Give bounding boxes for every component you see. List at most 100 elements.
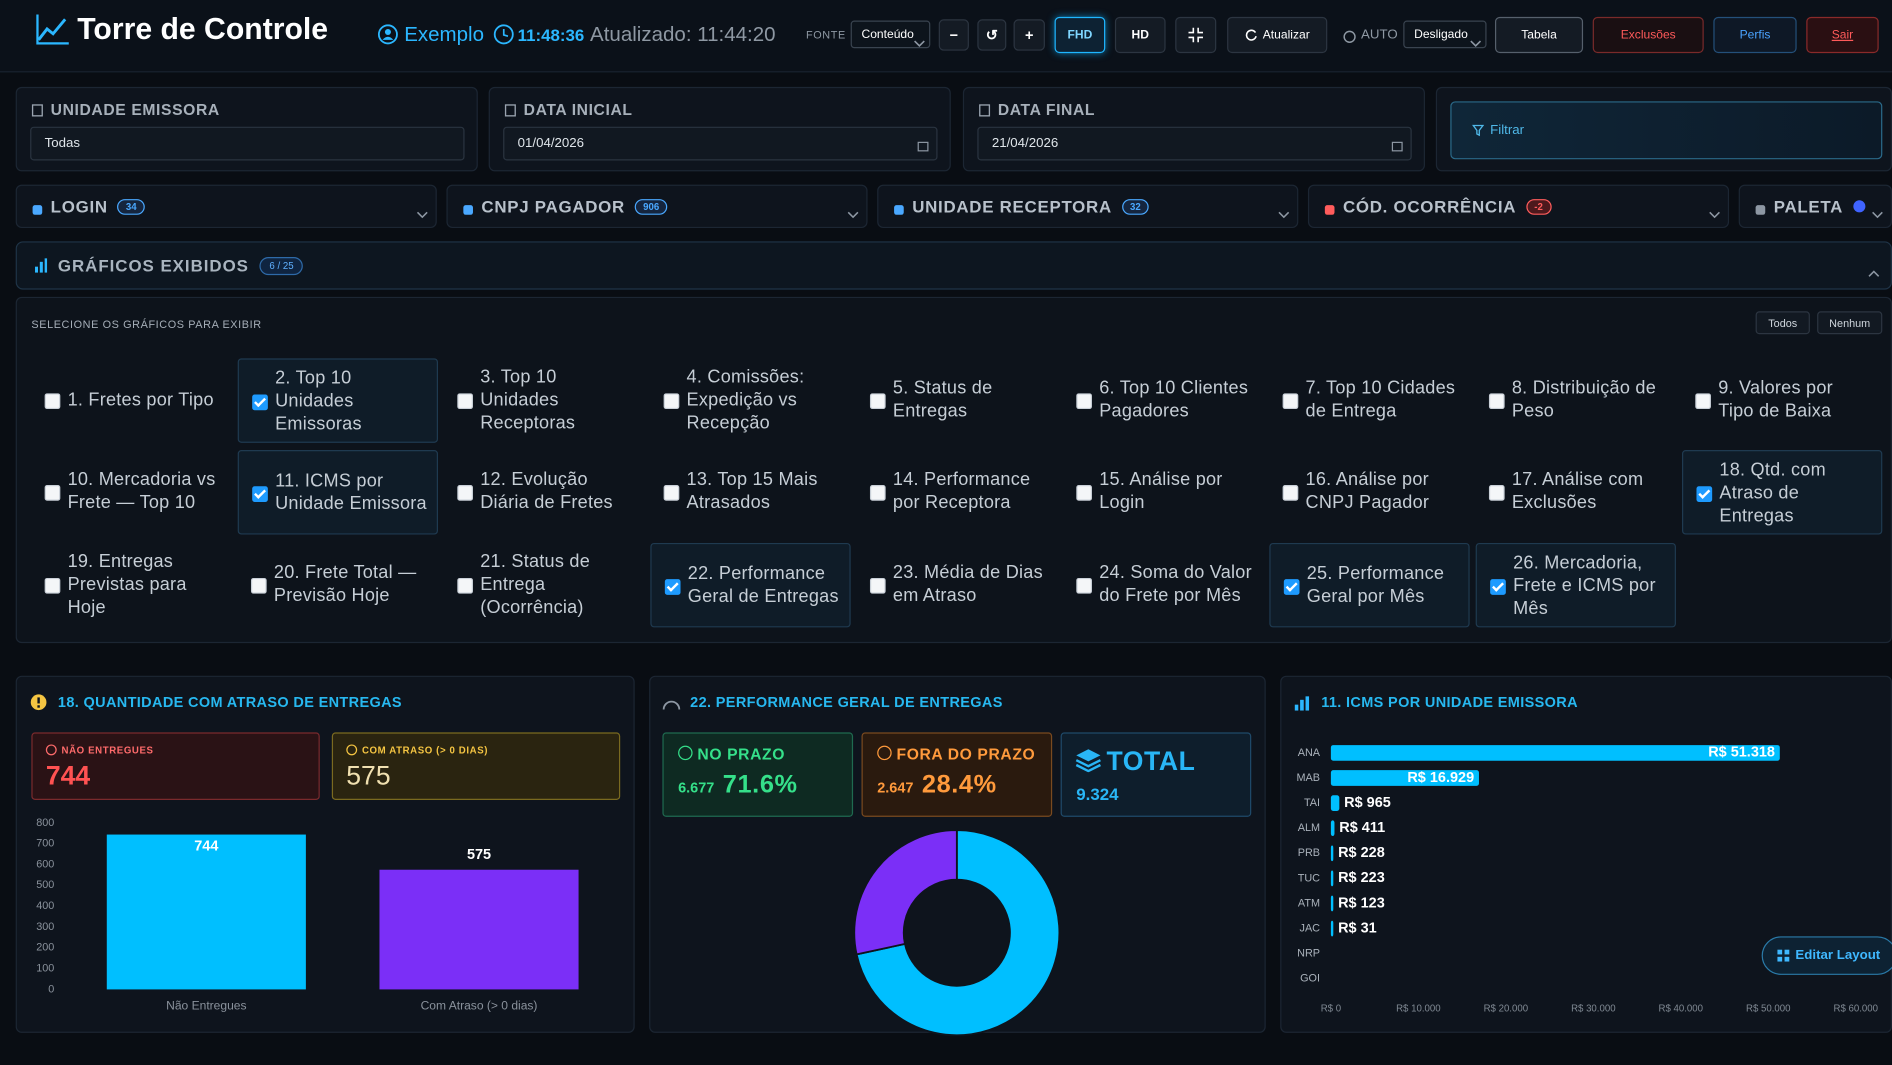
dropdown-badge: 906	[634, 198, 668, 215]
dropdown[interactable]: UNIDADE RECEPTORA 32	[877, 184, 1299, 229]
option-label-line: Unidades	[275, 390, 354, 411]
button[interactable]: FHD	[1054, 16, 1106, 54]
icon-graphic	[1872, 211, 1883, 219]
option-label: 9. Valores por Tipo de Baixa	[1718, 358, 1833, 440]
filter-input[interactable]: Todas	[30, 126, 465, 161]
button[interactable]: Tabela	[1494, 16, 1584, 54]
option-label-line: Unidade Emissora	[275, 493, 427, 515]
dropdown-icon	[463, 205, 473, 215]
icon-graphic	[662, 700, 681, 710]
chart-option[interactable]: 2. Top 10 Unidades Emissoras	[237, 358, 438, 443]
chevron	[847, 203, 859, 219]
chevron	[1871, 203, 1883, 219]
chart-option[interactable]: 3. Top 10 Unidades Receptoras	[444, 358, 644, 442]
bar-icon-1	[34, 266, 39, 273]
kpi-card: TOTAL 9.324	[1060, 732, 1252, 817]
filter-label: UNIDADE EMISSORA	[50, 100, 220, 119]
kpi-icon	[45, 744, 57, 756]
chart-option[interactable]: 11. ICMS por Unidade Emissora	[237, 450, 438, 535]
chart-option[interactable]: 1. Fretes por Tipo	[31, 358, 231, 442]
chart-option[interactable]: 13. Top 15 Mais Atrasados	[650, 450, 850, 534]
chart-option[interactable]: 12. Evolução Diária de Fretes	[444, 450, 644, 534]
chart-option[interactable]: 4. Comissões: Expedição vs Recepção	[650, 358, 850, 442]
dropdown[interactable]: CNPJ PAGADOR 906	[446, 184, 868, 229]
chart-option[interactable]: 8. Distribuição de Peso	[1476, 358, 1676, 442]
chart-option[interactable]: 14. Performance por Receptora	[857, 450, 1057, 534]
donut-segment	[855, 829, 1061, 1037]
chevron	[1868, 270, 1880, 277]
chart-option[interactable]: 5. Status de Entregas	[857, 358, 1057, 442]
filter-input[interactable]: 01/04/2026	[503, 126, 938, 161]
chart-option[interactable]: 10. Mercadoria vs Frete — Top 10	[31, 450, 231, 534]
button[interactable]	[1175, 16, 1217, 54]
button-label: Tabela	[1521, 28, 1557, 42]
chart-option[interactable]: 25. Performance Geral por Mês	[1269, 542, 1470, 628]
icon-graphic	[1391, 141, 1403, 152]
option-label-line: 18. Qtd. com	[1719, 459, 1826, 480]
filter-button[interactable]: Filtrar	[1450, 101, 1883, 160]
button[interactable]: +	[1013, 19, 1045, 51]
selector-button-label: Todos	[1768, 316, 1798, 329]
select[interactable]: Desligado	[1403, 20, 1487, 49]
calendar-icon	[1391, 141, 1403, 152]
selector-button[interactable]: Nenhum	[1817, 311, 1883, 335]
icon-graphic	[847, 211, 859, 219]
chart-option[interactable]: 15. Análise por Login	[1063, 450, 1263, 534]
chart-option[interactable]: 7. Top 10 Cidades de Entrega	[1269, 358, 1469, 442]
chevron	[847, 211, 859, 219]
section-bar[interactable]: GRÁFICOS EXIBIDOS 6 / 25	[15, 241, 1892, 290]
button-label: Sair	[1831, 28, 1854, 42]
icon-graphic	[34, 258, 48, 273]
chart-option[interactable]: 23. Média de Dias em Atraso	[857, 543, 1057, 627]
kpi-label: COM ATRASO (> 0 DIAS)	[361, 745, 489, 756]
option-label-line: 21. Status de	[480, 550, 591, 572]
button[interactable]: Sair	[1806, 16, 1879, 54]
kpi-values: 2.647 28.4%	[877, 771, 997, 800]
compress-icon	[1188, 27, 1203, 43]
selector-hint: SELECIONE OS GRÁFICOS PARA EXIBIR	[31, 318, 262, 331]
button[interactable]: Atualizar	[1227, 16, 1328, 54]
chart-option[interactable]: 20. Frete Total — Previsão Hoje	[238, 543, 438, 627]
filter-input[interactable]: 21/04/2026	[977, 126, 1412, 161]
chart-option[interactable]: 17. Análise com Exclusões	[1476, 450, 1676, 534]
option-label-line: 19. Entregas	[67, 550, 174, 572]
icon-graphic	[1294, 696, 1310, 711]
checkbox	[44, 393, 61, 410]
bar	[1330, 795, 1340, 811]
chart-option[interactable]: 24. Soma do Valor do Frete por Mês	[1063, 543, 1263, 627]
chart-option[interactable]: 21. Status de Entrega (Ocorrência)	[444, 543, 644, 627]
button[interactable]: ↺	[977, 19, 1007, 51]
chart-option[interactable]: 6. Top 10 Clientes Pagadores	[1063, 358, 1263, 442]
icon	[31, 101, 43, 117]
button[interactable]: HD	[1114, 16, 1166, 54]
chart-option[interactable]: 9. Valores por Tipo de Baixa	[1682, 358, 1882, 442]
edit-layout-button[interactable]: Editar Layout	[1761, 936, 1892, 975]
y-tick-label: 0	[48, 983, 54, 995]
y-tick-label: GOI	[1300, 973, 1320, 985]
y-tick-label: ANA	[1298, 747, 1321, 759]
option-label: 5. Status de Entregas	[893, 358, 993, 440]
option-label-line: Atrasados	[686, 492, 771, 513]
selector-button[interactable]: Todos	[1755, 311, 1810, 335]
chart-option[interactable]: 26. Mercadoria, Frete e ICMS por Mês	[1475, 542, 1676, 628]
button[interactable]: Perfis	[1713, 16, 1797, 54]
filter-button-label: Filtrar	[1490, 123, 1525, 138]
option-label-line: 14. Performance	[892, 469, 1031, 490]
checkbox	[1282, 485, 1299, 501]
option-label: 12. Evolução Diária de Fretes	[480, 450, 613, 532]
button[interactable]: −	[938, 19, 969, 51]
chart-option[interactable]: 19. Entregas Previstas para Hoje	[31, 543, 231, 627]
bar-value-label: 744	[194, 838, 218, 854]
dropdown[interactable]: CÓD. OCORRÊNCIA -2	[1307, 184, 1730, 229]
clock: 11:48:36	[517, 25, 585, 45]
gauge-icon	[662, 700, 681, 710]
dropdown[interactable]: LOGIN 34	[15, 184, 437, 229]
chart-option[interactable]: 16. Análise por CNPJ Pagador	[1269, 450, 1469, 534]
y-tick-label: 500	[36, 879, 54, 891]
chart-option[interactable]: 18. Qtd. com Atraso de Entregas	[1682, 450, 1883, 535]
x-tick-label: R$ 60.000	[1834, 1003, 1879, 1014]
bar	[1330, 920, 1334, 937]
chart-option[interactable]: 22. Performance Geral de Entregas	[650, 542, 851, 628]
button[interactable]: Exclusões	[1592, 16, 1704, 54]
